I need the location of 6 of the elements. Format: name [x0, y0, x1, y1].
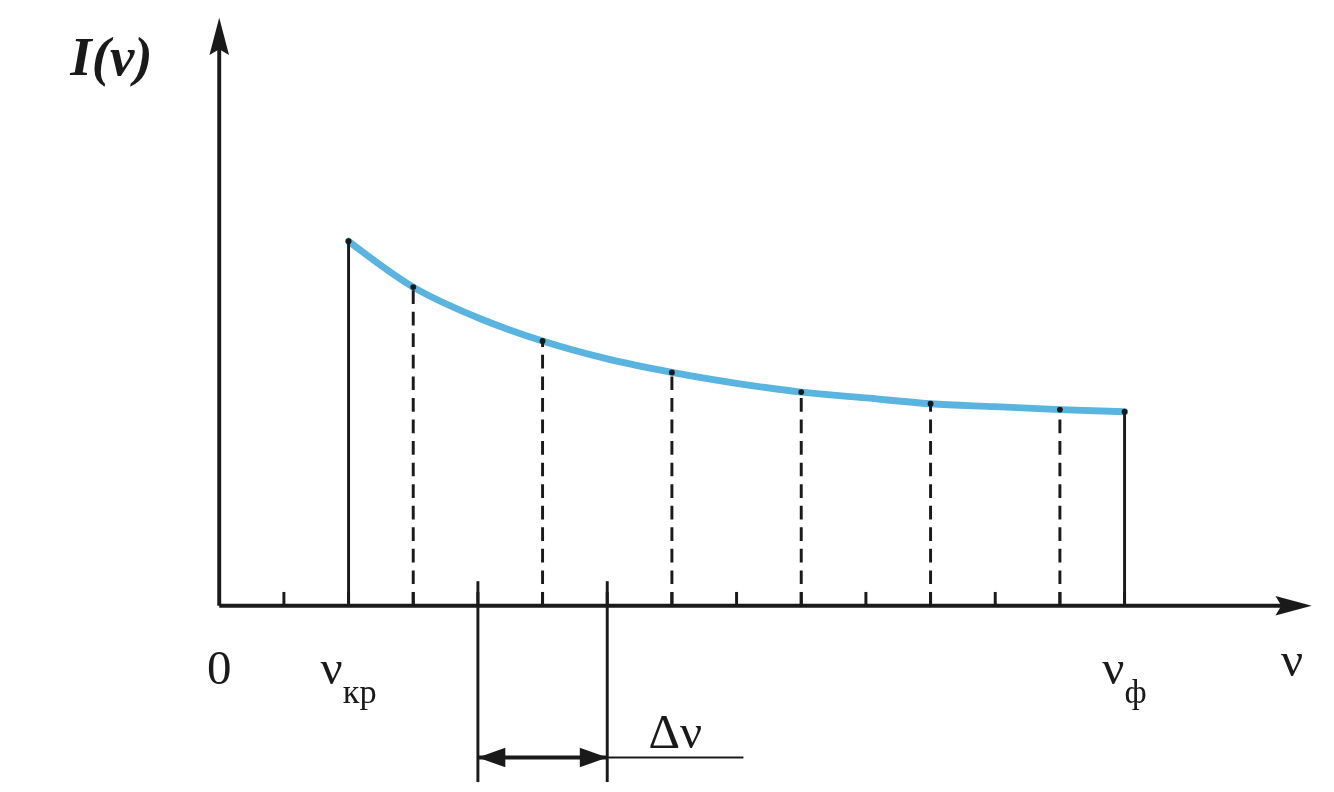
text: Δν: [648, 703, 703, 759]
x-axis-title: ν: [1281, 632, 1304, 688]
x-tick-label: ν$_{кр}$: [320, 640, 377, 711]
x-tick-label: ν$_{ф}$: [1102, 640, 1147, 711]
y-axis-title: I(ν): [69, 25, 153, 87]
x-tick-label: 0: [206, 640, 232, 696]
